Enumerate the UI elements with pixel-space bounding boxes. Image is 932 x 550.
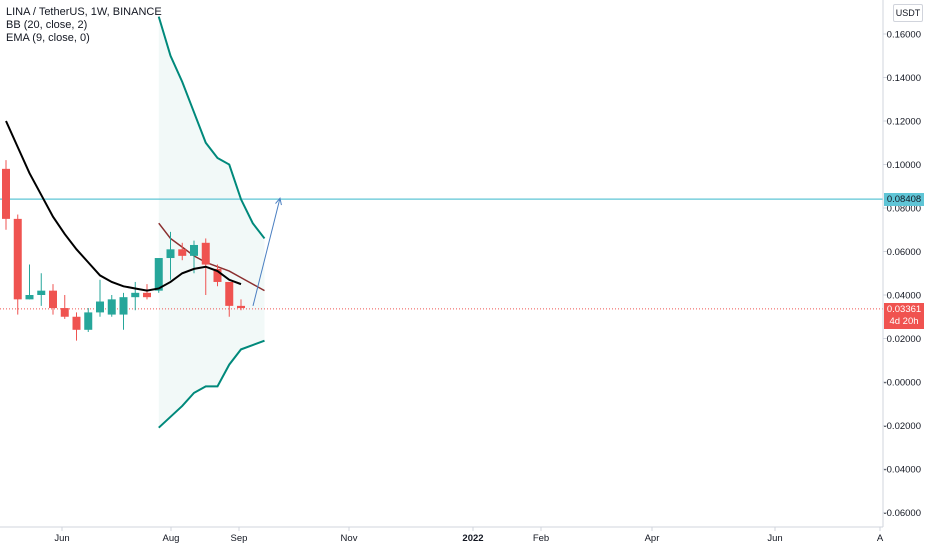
price-tick-label: 0.02000 [887,334,921,345]
bb-indicator-label[interactable]: BB (20, close, 2) [6,19,88,31]
candle-body [13,218,22,300]
time-tick-label: Apr [645,533,660,544]
bar-countdown: 4d 20h [889,316,919,327]
ema-indicator-label[interactable]: EMA (9, close, 0) [6,32,90,44]
candle-body [178,249,187,256]
price-tick-label: -0.04000 [883,465,921,476]
candle-body [60,308,69,317]
time-tick-label: Aug [163,533,180,544]
candle-body [49,290,57,309]
candle [84,308,93,332]
bollinger-band-lines [157,16,266,429]
bb-basis-line [158,222,265,292]
candle [49,284,57,315]
price-tick-label: 0.16000 [887,30,921,41]
time-tick-label: Jun [54,533,69,544]
candle-body [107,299,116,315]
candle-body [143,292,151,298]
candle [237,299,245,311]
ema-path [5,120,242,292]
price-tick-label: 0.12000 [887,117,921,128]
candle-body [72,316,81,330]
candle-body [119,297,128,315]
candle-body [37,290,46,295]
candle-body [166,249,175,259]
symbol-title[interactable]: LINA / TetherUS, 1W, BINANCE [6,6,162,18]
bb-background [158,16,265,428]
candle-body [131,292,140,298]
time-tick-label: A [877,533,884,544]
price-tick-label: 0.06000 [887,247,921,258]
currency-button[interactable]: USDT [893,4,923,22]
last-price-tag: 0.03361 4d 20h [884,303,924,329]
candle [25,264,34,300]
candle [2,160,10,230]
price-tick-label: 0.10000 [887,160,921,171]
candle [72,312,81,341]
candle [131,281,140,311]
bb-lower-line [158,339,265,429]
bb-upper-line [157,16,266,240]
candle-body [25,295,34,300]
candlesticks [2,160,245,341]
price-tick-label: 0.14000 [887,73,921,84]
candle [119,292,128,330]
price-tick-label: -0.06000 [883,508,921,519]
candle [178,242,187,261]
time-axis-ticks[interactable]: Jun Aug Sep Nov 2022 Feb Apr Jun A [54,527,884,544]
bollinger-band-fill [158,16,265,428]
time-tick-label: Jun [767,533,782,544]
candle [37,273,46,306]
price-tick-label: -0.00000 [883,378,921,389]
projection-arrow-head [275,197,282,206]
candle-body [225,281,234,306]
hline-price-tag: 0.08408 [884,193,924,206]
candle [107,295,116,317]
projection-arrow-shaft [252,198,281,306]
candle-body [96,301,104,313]
candle-body [213,268,222,282]
candle [60,295,69,319]
candle [96,279,104,317]
candle [213,264,222,287]
candle-body [201,242,210,265]
ema-line [5,120,242,292]
time-tick-label: Feb [533,533,549,544]
price-axis-ticks[interactable]: 0.16000 0.14000 0.12000 0.10000 0.08000 0.060… [883,30,921,520]
projection-arrow[interactable] [252,197,282,306]
candle-body [190,244,198,256]
chart-legend: LINA / TetherUS, 1W, BINANCE BB (20, clo… [6,6,162,45]
candle-body [237,305,245,309]
price-tick-label: 0.04000 [887,291,921,302]
candle-body [2,168,10,219]
candle-body [84,312,93,330]
candle-body [154,258,163,291]
time-tick-label: Nov [341,533,358,544]
time-tick-label: 2022 [462,533,483,544]
candle [225,281,234,317]
axes [0,0,884,528]
price-tick-label: -0.02000 [883,421,921,432]
candle [13,214,22,315]
price-tick-label: 0.08000 [887,204,921,215]
candle [143,284,151,300]
candle [166,231,175,280]
time-tick-label: Sep [231,533,248,544]
candle [190,240,198,274]
last-price-value: 0.03361 [886,304,922,315]
